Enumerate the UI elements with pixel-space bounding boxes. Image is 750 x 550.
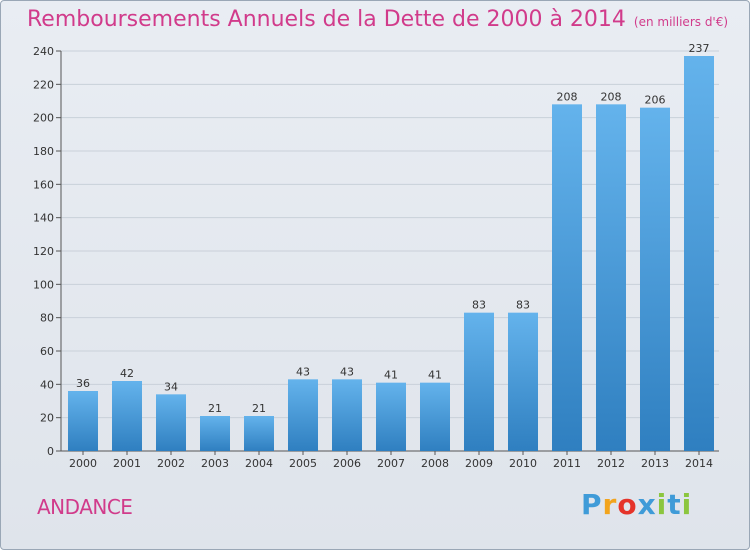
y-tick-label: 200 (33, 112, 54, 125)
chart-title: Remboursements Annuels de la Dette de 20… (27, 7, 728, 32)
x-tick-label-2012: 2012 (597, 457, 625, 470)
y-tick-label: 20 (40, 412, 54, 425)
value-label-2014: 237 (689, 42, 710, 55)
x-tick-label-2010: 2010 (509, 457, 537, 470)
value-label-2001: 42 (120, 367, 134, 380)
y-tick-label: 160 (33, 178, 54, 191)
proxiti-logo[interactable]: Proxiti (581, 488, 692, 521)
value-label-2012: 208 (601, 90, 622, 103)
logo-letter: i (656, 488, 668, 521)
bar-2011 (552, 104, 582, 451)
bar-2003 (200, 416, 230, 451)
x-tick-label-2011: 2011 (553, 457, 581, 470)
value-label-2008: 41 (428, 369, 442, 382)
x-tick-label-2007: 2007 (377, 457, 405, 470)
bar-2009 (464, 312, 494, 451)
bar-2006 (332, 379, 362, 451)
logo-letter: o (617, 488, 638, 521)
x-tick-label-2001: 2001 (113, 457, 141, 470)
bar-2001 (112, 381, 142, 451)
bar-2004 (244, 416, 274, 451)
value-label-2003: 21 (208, 402, 222, 415)
bar-2014 (684, 56, 714, 451)
bar-2008 (420, 382, 450, 451)
x-tick-label-2008: 2008 (421, 457, 449, 470)
bar-2000 (68, 391, 98, 451)
y-tick-label: 240 (33, 45, 54, 58)
bar-2010 (508, 312, 538, 451)
bar-2007 (376, 382, 406, 451)
logo-letter: P (581, 488, 603, 521)
y-tick-label: 100 (33, 278, 54, 291)
x-tick-label-2003: 2003 (201, 457, 229, 470)
x-tick-label-2000: 2000 (69, 457, 97, 470)
value-label-2004: 21 (252, 402, 266, 415)
title-text: Remboursements Annuels de la Dette de 20… (27, 7, 626, 32)
value-label-2000: 36 (76, 377, 90, 390)
x-tick-label-2002: 2002 (157, 457, 185, 470)
value-label-2005: 43 (296, 365, 310, 378)
y-tick-label: 220 (33, 78, 54, 91)
bar-2013 (640, 107, 670, 452)
value-label-2006: 43 (340, 365, 354, 378)
logo-letter: x (637, 488, 657, 521)
y-tick-label: 120 (33, 245, 54, 258)
x-tick-label-2013: 2013 (641, 457, 669, 470)
x-tick-label-2005: 2005 (289, 457, 317, 470)
value-label-2002: 34 (164, 380, 178, 393)
x-tick-label-2009: 2009 (465, 457, 493, 470)
y-tick-label: 60 (40, 345, 54, 358)
bar-2012 (596, 104, 626, 451)
place-name: ANDANCE (37, 495, 133, 519)
y-tick-label: 40 (40, 378, 54, 391)
value-label-2007: 41 (384, 369, 398, 382)
value-label-2009: 83 (472, 299, 486, 312)
logo-letter: i (681, 488, 693, 521)
logo-letter: t (667, 488, 682, 521)
value-label-2010: 83 (516, 299, 530, 312)
value-labels: 36 42 34 21 21 43 43 41 41 83 83 208 208 206 237 (76, 42, 710, 415)
x-tick-label-2006: 2006 (333, 457, 361, 470)
bars (68, 56, 714, 452)
logo-letter: r (602, 488, 618, 521)
y-tick-label: 80 (40, 312, 54, 325)
bar-2002 (156, 394, 186, 451)
bar-2005 (288, 379, 318, 451)
x-tick-labels: 2000 2001 2002 2003 2004 2005 2006 2007 2008 2009… (69, 457, 713, 470)
value-label-2013: 206 (645, 94, 666, 107)
x-tick-label-2014: 2014 (685, 457, 713, 470)
chart-subtitle: (en milliers d'€) (633, 15, 729, 29)
y-tick-labels: 0 20 40 60 80 100 120 140 160 180 200 220 240 (33, 45, 54, 458)
x-tick-label-2004: 2004 (245, 457, 273, 470)
value-label-2011: 208 (557, 90, 578, 103)
y-tick-label: 180 (33, 145, 54, 158)
y-tick-label: 140 (33, 212, 54, 225)
y-tick-label: 0 (47, 445, 54, 458)
